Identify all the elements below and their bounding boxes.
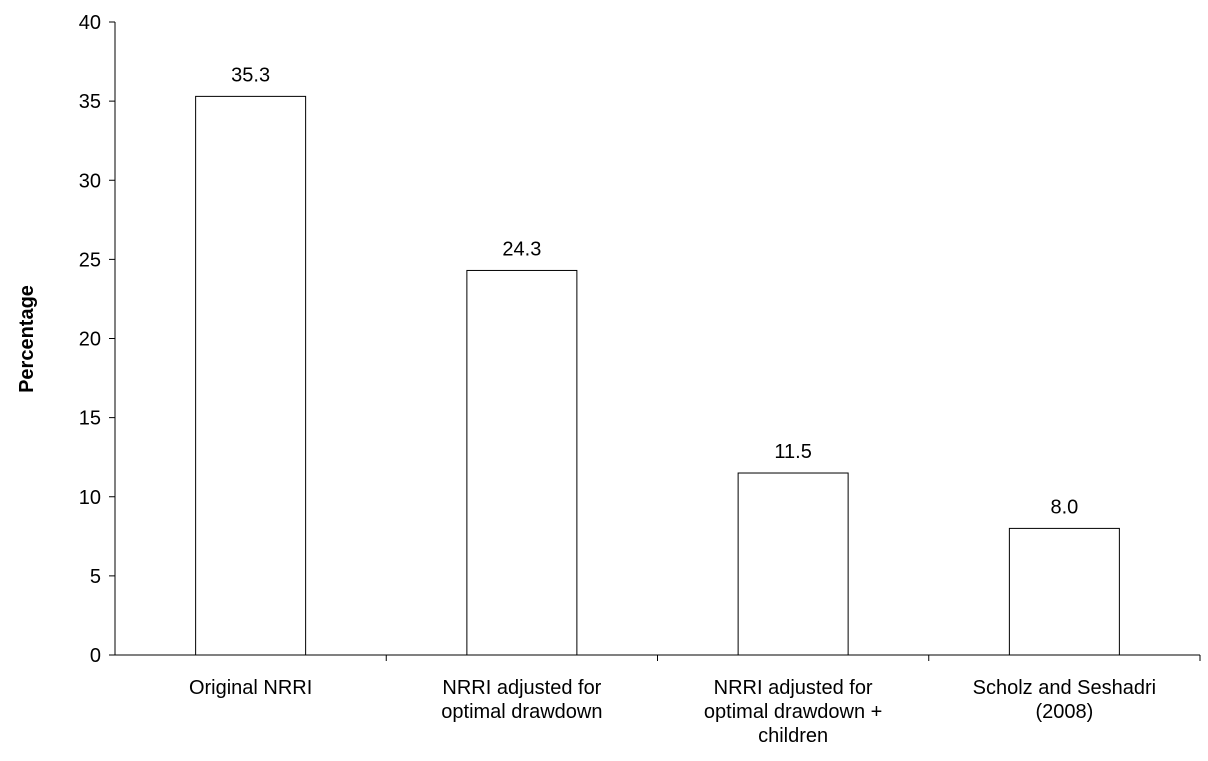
x-category-label: NRRI adjusted for optimal drawdown + child… [704,677,882,747]
y-axis: 0 5 10 15 20 25 30 35 40 [79,12,116,667]
bar-value-label: 11.5 [774,441,811,463]
y-tick-label: 0 [90,645,101,667]
x-axis: Original NRRI NRRI adjusted for optimal dr… [115,654,1201,747]
bar [195,95,307,656]
y-tick-label: 5 [90,566,101,588]
y-tick-label: 20 [79,329,101,351]
bar [737,472,849,656]
bar-value-label: 35.3 [231,64,270,86]
data-labels: 35.3 24.3 11.5 8.0 [231,64,1078,518]
x-category-label: Original NRRI [189,677,312,699]
y-tick-label: 10 [79,487,101,509]
y-axis-title: Percentage [16,285,38,393]
bar-value-label: 8.0 [1050,496,1078,518]
x-category-label: Scholz and Seshadri (2008) [973,677,1156,723]
y-tick-label: 30 [79,170,101,192]
bar-value-label: 24.3 [502,238,541,260]
bars [195,95,1120,656]
y-tick-label: 25 [79,249,101,271]
bar [1008,527,1120,656]
y-tick-label: 35 [79,91,101,113]
bar [466,269,578,656]
y-tick-label: 40 [79,12,101,34]
y-tick-label: 15 [79,408,101,430]
x-category-label: NRRI adjusted for optimal drawdown [441,677,602,723]
